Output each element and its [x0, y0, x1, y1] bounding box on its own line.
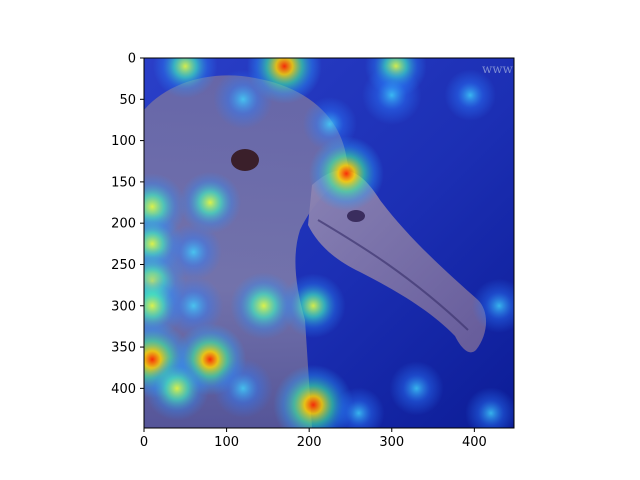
bird-nostril: [347, 210, 365, 222]
x-tick-label: 0: [140, 435, 148, 450]
plot-area: [144, 58, 514, 428]
y-tick-label: 50: [119, 93, 136, 108]
heat-spot: [332, 387, 385, 428]
heat-spot: [465, 387, 514, 428]
x-axis: 0 100 200 300 400: [140, 428, 487, 450]
plot-frame: [143, 57, 515, 429]
y-tick-label: 300: [111, 299, 136, 314]
y-tick-label: 0: [128, 52, 136, 67]
bird-eye: [231, 149, 259, 171]
heat-layer: [144, 58, 514, 428]
x-tick-label: 100: [214, 435, 239, 450]
x-tick-label: 300: [379, 435, 404, 450]
heat-spot: [163, 276, 224, 336]
beak-line: [317, 219, 469, 331]
y-axis: 0 50 100 150 200 250 300 350 400: [111, 52, 144, 397]
heat-spot: [179, 171, 242, 234]
heat-spot: [144, 356, 210, 421]
y-tick-label: 400: [111, 382, 136, 397]
heat-spot: [230, 272, 298, 340]
y-tick-label: 100: [111, 134, 136, 149]
heat-spot: [389, 361, 444, 416]
y-tick-label: 200: [111, 217, 136, 232]
heat-spot: [362, 65, 422, 125]
heat-spot: [213, 69, 273, 129]
y-tick-label: 350: [111, 341, 136, 356]
x-tick-label: 200: [297, 435, 322, 450]
heat-spot: [472, 278, 514, 333]
x-tick-label: 400: [462, 435, 487, 450]
y-tick-label: 150: [111, 175, 136, 190]
heat-spot: [153, 58, 218, 99]
watermark-text: www: [482, 62, 514, 76]
y-tick-label: 250: [111, 258, 136, 273]
heat-spot: [308, 136, 384, 212]
heat-spot: [281, 273, 346, 339]
heat-spot: [444, 69, 497, 121]
heat-spot: [213, 358, 273, 419]
